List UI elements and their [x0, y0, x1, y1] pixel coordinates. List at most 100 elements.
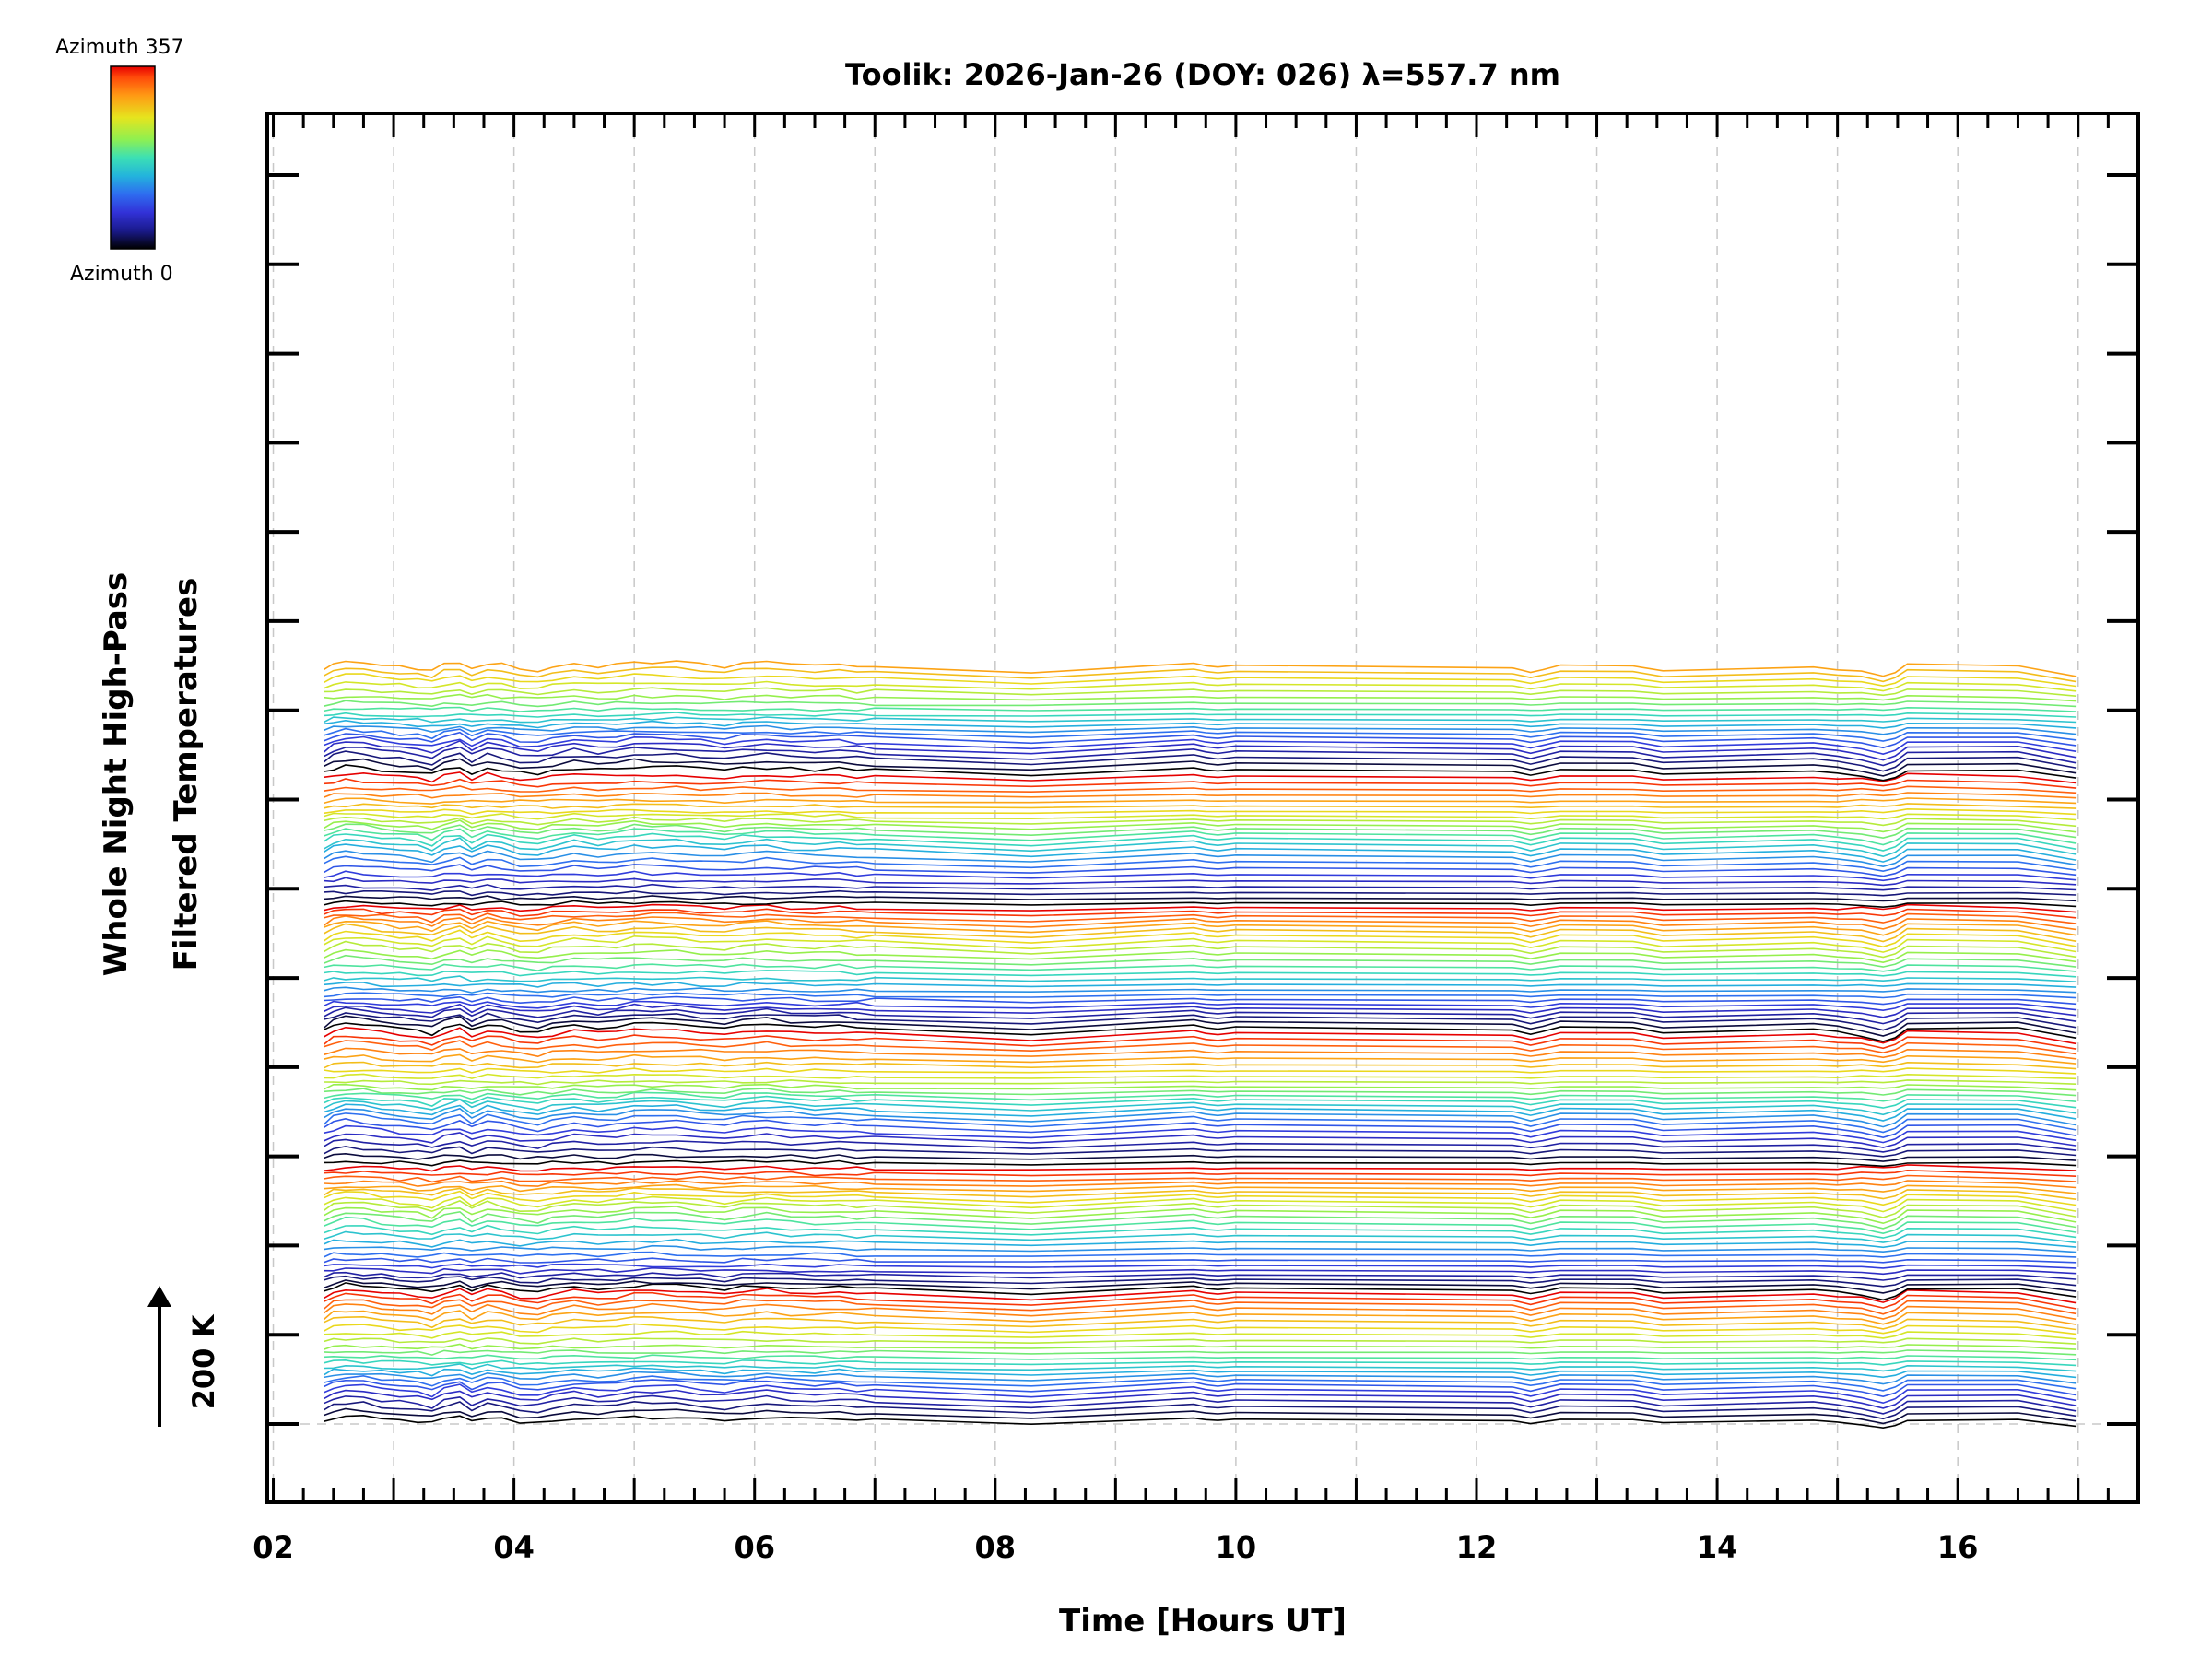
- series-line: [324, 1251, 2077, 1258]
- series-line: [324, 1238, 2077, 1249]
- series-line: [324, 792, 2077, 799]
- series-line: [324, 1132, 2077, 1148]
- series-line: [324, 807, 2077, 816]
- series-line: [323, 1400, 2077, 1420]
- series-line: [323, 660, 2077, 677]
- series-line: [324, 764, 2077, 782]
- x-tick-label: 10: [1216, 1530, 1257, 1565]
- x-tick-label: 16: [1937, 1530, 1979, 1565]
- x-tick-label: 08: [975, 1530, 1017, 1565]
- scale-bar-label: 200 K: [186, 1313, 221, 1409]
- series-line: [324, 724, 2077, 735]
- series-line: [324, 903, 2077, 913]
- series-line: [324, 1099, 2077, 1116]
- series-line: [324, 731, 2077, 749]
- x-axis-label: Time [Hours UT]: [1059, 1603, 1347, 1640]
- series-line: [324, 1282, 2077, 1301]
- series-line: [323, 832, 2077, 852]
- series-line: [323, 929, 2077, 948]
- series-line: [324, 1279, 2077, 1294]
- series-line: [324, 797, 2077, 805]
- series-line: [324, 948, 2077, 964]
- colorbar-gradient: [110, 65, 156, 250]
- series-line: [324, 1206, 2077, 1225]
- series-line: [324, 1263, 2077, 1269]
- series-line: [323, 843, 2077, 863]
- series-line: [323, 1200, 2077, 1218]
- series-line: [324, 1103, 2077, 1122]
- series-line: [324, 1230, 2077, 1243]
- grid: [267, 113, 2138, 1502]
- series-line: [323, 819, 2077, 833]
- series-line: [324, 1180, 2077, 1189]
- series-line: [324, 963, 2077, 972]
- series-line: [324, 1195, 2077, 1213]
- series-line: [323, 1112, 2077, 1134]
- series-line: [324, 1088, 2077, 1097]
- series-line: [324, 1257, 2077, 1264]
- series-line: [324, 1124, 2077, 1144]
- series-line: [324, 1095, 2077, 1109]
- series-line: [323, 750, 2077, 772]
- plot-frame: [265, 112, 2140, 1504]
- series-line: [324, 687, 2077, 697]
- series-line: [324, 816, 2077, 828]
- series-line: [323, 915, 2077, 931]
- series-line: [324, 889, 2077, 897]
- series-line: [324, 719, 2077, 729]
- series-line: [324, 1000, 2077, 1012]
- x-tick-labels: 02 04 06 08 10 12 14 16: [253, 1530, 1978, 1565]
- series-line: [324, 727, 2077, 742]
- series-line: [324, 812, 2077, 821]
- series-line: [324, 954, 2077, 968]
- series-line: [324, 908, 2077, 919]
- series-line: [324, 706, 2077, 712]
- series-line: [324, 666, 2077, 683]
- series-line: [323, 1015, 2077, 1037]
- series-line: [324, 1291, 2077, 1310]
- series-line: [324, 1012, 2077, 1031]
- series-line: [324, 883, 2077, 891]
- y-axis-label-line1: Whole Night High-Pass: [98, 572, 135, 977]
- series-line: [324, 1073, 2077, 1080]
- series-line: [324, 1244, 2077, 1253]
- series-line: [324, 785, 2077, 794]
- series-line: [324, 1315, 2077, 1331]
- series-line: [324, 1003, 2077, 1018]
- series-line: [324, 1349, 2077, 1356]
- traces: [323, 660, 2077, 1430]
- series-line: [323, 1310, 2077, 1325]
- series-line: [324, 693, 2077, 702]
- series-line: [323, 739, 2077, 761]
- series-line: [324, 1383, 2077, 1405]
- series-line: [324, 1174, 2077, 1183]
- series-line: [324, 986, 2077, 994]
- series-line: [324, 982, 2077, 988]
- series-line: [323, 1138, 2077, 1153]
- series-line: [323, 1187, 2077, 1200]
- series-line: [324, 975, 2077, 982]
- series-line: [324, 995, 2077, 1006]
- scale-arrow-head: [147, 1286, 171, 1307]
- series-line: [324, 1006, 2077, 1025]
- series-line: [324, 1047, 2077, 1060]
- series-line: [324, 923, 2077, 943]
- series-line: [324, 1164, 2077, 1172]
- series-line: [324, 1359, 2077, 1367]
- series-line: [324, 1407, 2077, 1425]
- series-line: [324, 1394, 2077, 1415]
- series-line: [324, 1026, 2077, 1045]
- series-line: [324, 1091, 2077, 1102]
- series-line: [324, 1389, 2077, 1409]
- series-line: [324, 716, 2077, 724]
- series-line: [323, 1034, 2077, 1050]
- series-line: [324, 1323, 2077, 1335]
- series-line: [324, 912, 2077, 924]
- series-line: [324, 771, 2077, 784]
- series-line: [324, 1379, 2077, 1398]
- series-line: [324, 1053, 2077, 1065]
- series-line: [323, 1367, 2077, 1379]
- colorbar: Azimuth 357 Azimuth 0: [55, 36, 184, 286]
- series-line: [323, 850, 2077, 868]
